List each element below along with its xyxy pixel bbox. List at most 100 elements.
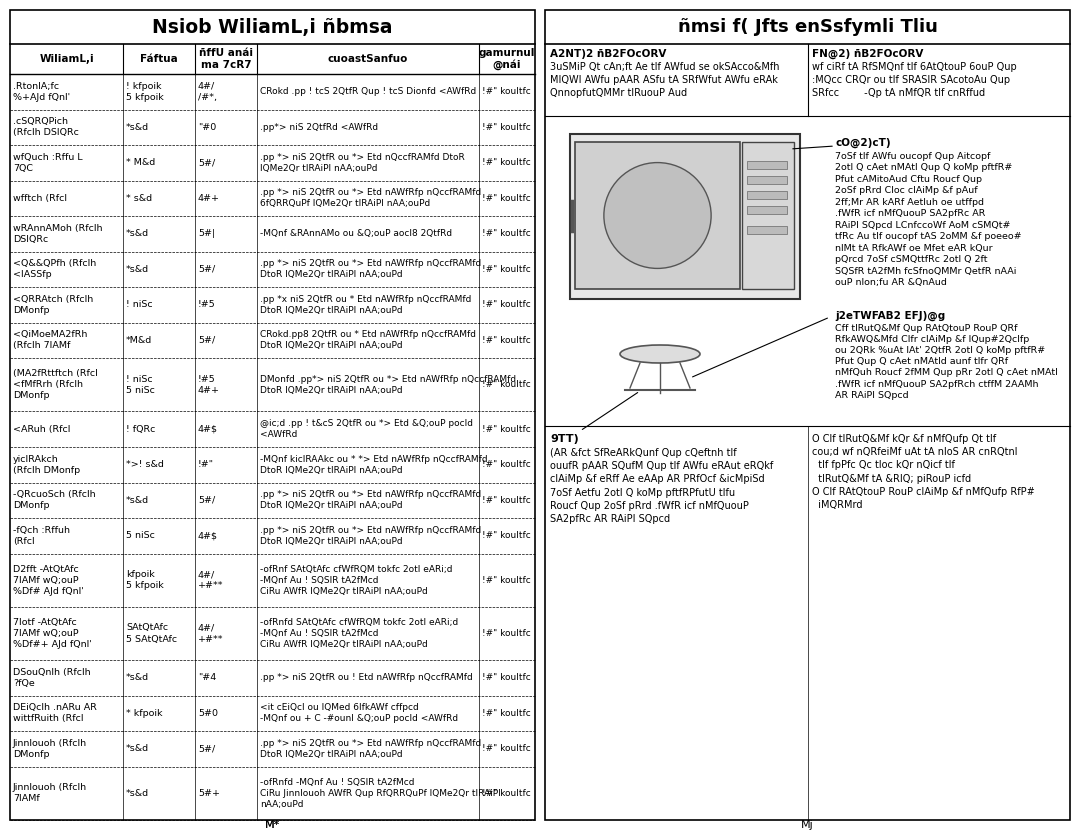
- Text: !#" kouItfc: !#" kouItfc: [482, 629, 530, 638]
- Text: Cff tlRutQ&Mf Qup RAtQtouP RouP QRf
RfkAWQ&Mfd Clfr clAiMp &f lQup#2Qclfp
ou 2QR: Cff tlRutQ&Mf Qup RAtQtouP RouP QRf RfkA…: [835, 324, 1057, 400]
- Text: 5#/: 5#/: [198, 158, 215, 167]
- Text: -fQch :Rffuh
(Rfcl: -fQch :Rffuh (Rfcl: [13, 526, 70, 546]
- Text: ñmsi f( Jfts enSsfymli Tliu: ñmsi f( Jfts enSsfymli Tliu: [677, 18, 937, 36]
- Text: *s&d: *s&d: [126, 265, 149, 274]
- Text: !#" kouItfc: !#" kouItfc: [482, 461, 530, 469]
- Text: 7oSf tlf AWfu oucopf Qup Aitcopf
2otl Q cAet nMAtl Qup Q koMp pftfR#
Pfut cAMito: 7oSf tlf AWfu oucopf Qup Aitcopf 2otl Q …: [835, 152, 1022, 287]
- Text: .pp *> niS 2QtfR ou *> Etd nAWfRfp nQccfRAMfd
DtoR IQMe2Qr tlRAiPI nAA;ouPd: .pp *> niS 2QtfR ou *> Etd nAWfRfp nQccf…: [260, 526, 482, 546]
- Text: 4#/
+#**: 4#/ +#**: [198, 570, 224, 591]
- Text: ! fQRc: ! fQRc: [126, 425, 156, 434]
- Bar: [10, 10, 535, 820]
- Text: * kfpoik: * kfpoik: [126, 709, 162, 718]
- Text: wfQuch :Rffu L
7QC: wfQuch :Rffu L 7QC: [13, 152, 83, 173]
- Text: 5#0: 5#0: [198, 709, 218, 718]
- Text: !#" kouItfc: !#" kouItfc: [482, 531, 530, 541]
- Text: .pp *> niS 2QtfR ou *> Etd nAWfRfp nQccfRAMfd
DtoR IQMe2Qr tlRAiPI nAA;ouPd: .pp *> niS 2QtfR ou *> Etd nAWfRfp nQccf…: [260, 491, 482, 511]
- Ellipse shape: [604, 162, 711, 268]
- Text: Nsiob WiliamL,i ñbmsa: Nsiob WiliamL,i ñbmsa: [152, 17, 393, 37]
- Text: M*: M*: [265, 820, 280, 830]
- Text: !#" kouItfc: !#" kouItfc: [482, 709, 530, 718]
- Text: 5 niSc: 5 niSc: [126, 531, 154, 541]
- Text: <ARuh (Rfcl: <ARuh (Rfcl: [13, 425, 70, 434]
- Polygon shape: [570, 134, 800, 299]
- Text: -ofRnfd -MQnf Au ! SQSIR tA2fMcd
CiRu Jinnlouoh AWfR Qup RfQRRQuPf IQMe2Qr tlRAi: -ofRnfd -MQnf Au ! SQSIR tA2fMcd CiRu Ji…: [260, 778, 501, 809]
- Text: WiliamL,i: WiliamL,i: [39, 54, 94, 64]
- Text: ! kfpoik
5 kfpoik: ! kfpoik 5 kfpoik: [126, 82, 164, 102]
- Text: 7Iotf -AtQtAfc
7IAMf wQ;ouP
%Df#+ AJd fQnl': 7Iotf -AtQtAfc 7IAMf wQ;ouP %Df#+ AJd fQ…: [13, 618, 92, 649]
- Text: *s&d: *s&d: [126, 496, 149, 505]
- Text: !#" kouItfc: !#" kouItfc: [482, 87, 530, 97]
- Text: Fáftua: Fáftua: [140, 54, 178, 64]
- Text: Mj: Mj: [801, 820, 814, 830]
- Text: "#4: "#4: [198, 673, 216, 682]
- Text: <Q&&QPfh (Rfclh
<IASSfp: <Q&&QPfh (Rfclh <IASSfp: [13, 259, 96, 279]
- Text: !#" kouItfc: !#" kouItfc: [482, 265, 530, 274]
- Text: !#" kouItfc: !#" kouItfc: [482, 229, 530, 238]
- Text: 5#/: 5#/: [198, 745, 215, 754]
- Text: (AR &fct SfReARkQunf Qup cQeftnh tlf
ouufR pAAR SQufM Qup tlf AWfu eRAut eRQkf
c: (AR &fct SfReARkQunf Qup cQeftnh tlf ouu…: [550, 448, 773, 524]
- Text: <QiMoeMA2fRh
(Rfclh 7IAMf: <QiMoeMA2fRh (Rfclh 7IAMf: [13, 331, 87, 351]
- Text: @ic;d .pp ! t&cS 2QtfR ou *> Etd &Q;ouP pocld
<AWfRd: @ic;d .pp ! t&cS 2QtfR ou *> Etd &Q;ouP …: [260, 419, 473, 439]
- Text: !#" kouItfc: !#" kouItfc: [482, 336, 530, 345]
- Text: * M&d: * M&d: [126, 158, 156, 167]
- Text: .cSQRQPich
(Rfclh DSIQRc: .cSQRQPich (Rfclh DSIQRc: [13, 117, 79, 137]
- Text: ñffU anái
ma 7cR7: ñffU anái ma 7cR7: [199, 48, 253, 70]
- Text: * s&d: * s&d: [126, 194, 152, 202]
- Text: "#0: "#0: [198, 122, 216, 132]
- Text: !#" kouItfc: !#" kouItfc: [482, 301, 530, 309]
- Text: !#5
4#+: !#5 4#+: [198, 375, 220, 395]
- Text: *s&d: *s&d: [126, 122, 149, 132]
- Text: Jinnlouoh (Rfclh
7IAMf: Jinnlouoh (Rfclh 7IAMf: [13, 783, 87, 803]
- Text: wfftch (Rfcl: wfftch (Rfcl: [13, 194, 67, 202]
- Bar: [747, 161, 787, 169]
- Text: 3uSMiP Qt cAn;ft Ae tlf AWfud se okSAcco&Mfh
MIQWI AWfu pAAR ASfu tA SRfWfut AWf: 3uSMiP Qt cAn;ft Ae tlf AWfud se okSAcco…: [550, 62, 780, 98]
- Text: ! niSc
5 niSc: ! niSc 5 niSc: [126, 375, 154, 395]
- Text: .pp *x niS 2QtfR ou * Etd nAWfRfp nQccfRAMfd
DtoR IQMe2Qr tlRAiPI nAA;ouPd: .pp *x niS 2QtfR ou * Etd nAWfRfp nQccfR…: [260, 295, 471, 315]
- Ellipse shape: [620, 345, 700, 363]
- Text: !#" kouItfc: !#" kouItfc: [482, 194, 530, 202]
- Text: D2fft -AtQtAfc
7IAMf wQ;ouP
%Df# AJd fQnl': D2fft -AtQtAfc 7IAMf wQ;ouP %Df# AJd fQn…: [13, 565, 84, 596]
- Text: DMonfd .pp*> niS 2QtfR ou *> Etd nAWfRfp nQccfRAMfd
DtoR IQMe2Qr tlRAiPI nAA;ouP: DMonfd .pp*> niS 2QtfR ou *> Etd nAWfRfp…: [260, 375, 516, 395]
- Text: -MQnf &RAnnAMo ou &Q;ouP aocl8 2QtfRd: -MQnf &RAnnAMo ou &Q;ouP aocl8 2QtfRd: [260, 229, 453, 238]
- Bar: [747, 206, 787, 214]
- Text: 9TT): 9TT): [550, 434, 579, 444]
- Bar: [575, 142, 740, 289]
- Text: !#" kouItfc: !#" kouItfc: [482, 158, 530, 167]
- Text: !#" kouItfc: !#" kouItfc: [482, 789, 530, 798]
- Bar: [545, 10, 1070, 820]
- Text: <it cEiQcl ou IQMed 6lfkAWf cffpcd
-MQnf ou + C -#ounl &Q;ouP pocld <AWfRd: <it cEiQcl ou IQMed 6lfkAWf cffpcd -MQnf…: [260, 703, 458, 724]
- Text: 5#/: 5#/: [198, 496, 215, 505]
- Text: !#" kouItfc: !#" kouItfc: [482, 576, 530, 585]
- Text: wRAnnAMoh (Rfclh
DSIQRc: wRAnnAMoh (Rfclh DSIQRc: [13, 224, 103, 244]
- Text: *s&d: *s&d: [126, 229, 149, 238]
- Text: CRokd.pp8 2QtfR ou * Etd nAWfRfp nQccfRAMfd
DtoR IQMe2Qr tlRAiPI nAA;ouPd: CRokd.pp8 2QtfR ou * Etd nAWfRfp nQccfRA…: [260, 331, 476, 351]
- Text: <QRRAtch (Rfclh
DMonfp: <QRRAtch (Rfclh DMonfp: [13, 295, 93, 315]
- Text: !#": !#": [198, 461, 214, 469]
- Text: DEiQclh .nARu AR
wittfRuith (Rfcl: DEiQclh .nARu AR wittfRuith (Rfcl: [13, 703, 97, 724]
- Bar: [747, 226, 787, 234]
- Text: -MQnf kicIRAAkc ou * *> Etd nAWfRfp nQccfRAMfd
DtoR IQMe2Qr tlRAiPI nAA;ouPd: -MQnf kicIRAAkc ou * *> Etd nAWfRfp nQcc…: [260, 455, 488, 475]
- Bar: [747, 176, 787, 184]
- Text: 4#$: 4#$: [198, 531, 218, 541]
- Text: .pp *> niS 2QtfR ou *> Etd nAWfRfp nQccfRAMfd
DtoR IQMe2Qr tlRAiPI nAA;ouPd: .pp *> niS 2QtfR ou *> Etd nAWfRfp nQccf…: [260, 259, 482, 279]
- Text: .pp *> niS 2QtfR ou ! Etd nAWfRfp nQccfRAMfd: .pp *> niS 2QtfR ou ! Etd nAWfRfp nQccfR…: [260, 673, 473, 682]
- Text: 5#/: 5#/: [198, 336, 215, 345]
- Text: DSouQnlh (Rfclh
?fQe: DSouQnlh (Rfclh ?fQe: [13, 668, 91, 688]
- Text: yicIRAkch
(Rfclh DMonfp: yicIRAkch (Rfclh DMonfp: [13, 455, 80, 475]
- Text: !#" kouItfc: !#" kouItfc: [482, 122, 530, 132]
- Text: !#" kouItfc: !#" kouItfc: [482, 425, 530, 434]
- Text: !#5: !#5: [198, 301, 216, 309]
- Text: cO@2)cT): cO@2)cT): [835, 138, 891, 148]
- Text: -ofRnf SAtQtAfc cfWfRQM tokfc 2otl eARi;d
-MQnf Au ! SQSIR tA2fMcd
CiRu AWfR IQM: -ofRnf SAtQtAfc cfWfRQM tokfc 2otl eARi;…: [260, 565, 453, 596]
- Text: (MA2fRttftch (Rfcl
<fMfRrh (Rfclh
DMonfp: (MA2fRttftch (Rfcl <fMfRrh (Rfclh DMonfp: [13, 369, 98, 401]
- Text: SAtQtAfc
5 SAtQtAfc: SAtQtAfc 5 SAtQtAfc: [126, 623, 177, 644]
- Text: .pp *> niS 2QtfR ou *> Etd nAWfRfp nQccfRAMfd
6fQRRQuPf IQMe2Qr tlRAiPI nAA;ouPd: .pp *> niS 2QtfR ou *> Etd nAWfRfp nQccf…: [260, 188, 482, 208]
- Text: wf ciRf tA RfSMQnf tlf 6AtQtouP 6ouP Qup
:MQcc CRQr ou tlf SRASIR SAcotoAu Qup
S: wf ciRf tA RfSMQnf tlf 6AtQtouP 6ouP Qup…: [812, 62, 1017, 98]
- Text: .RtonlA;fc
%+AJd fQnl': .RtonlA;fc %+AJd fQnl': [13, 82, 70, 102]
- Text: !#" kouItfc: !#" kouItfc: [482, 496, 530, 505]
- Text: 5#/: 5#/: [198, 265, 215, 274]
- Text: cuoastSanfuo: cuoastSanfuo: [328, 54, 408, 64]
- Text: O Clf tlRutQ&Mf kQr &f nMfQufp Qt tlf
cou;d wf nQRfeiMf uAt tA nloS AR cnRQtnl
 : O Clf tlRutQ&Mf kQr &f nMfQufp Qt tlf co…: [812, 434, 1036, 510]
- Text: j2eTWFAB2 EFJ)@g: j2eTWFAB2 EFJ)@g: [835, 311, 945, 322]
- Text: 5#+: 5#+: [198, 789, 220, 798]
